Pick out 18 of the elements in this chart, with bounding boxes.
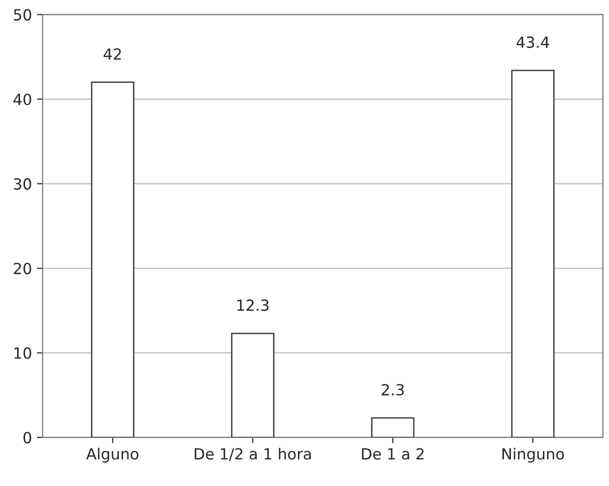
bar xyxy=(371,417,415,438)
y-tick-label: 50 xyxy=(14,9,32,21)
y-tick-label: 30 xyxy=(14,178,32,190)
data-label: 43.4 xyxy=(516,36,550,48)
x-tick-label: Ninguno xyxy=(502,448,564,463)
data-label: 42 xyxy=(104,48,121,60)
x-tick-label: De 1/2 a 1 hora xyxy=(194,448,311,461)
bar xyxy=(90,82,134,438)
y-tick-label: 40 xyxy=(14,94,32,106)
y-tick-label: 0 xyxy=(24,432,32,444)
y-tick-label: 20 xyxy=(14,262,32,274)
bar xyxy=(231,332,274,438)
bar xyxy=(511,70,555,438)
data-label: 12.3 xyxy=(237,299,269,311)
x-tick-label: Alguno xyxy=(86,448,138,463)
data-label: 2.3 xyxy=(382,384,404,396)
y-tick-label: 10 xyxy=(14,347,32,359)
x-tick-label: De 1 a 2 xyxy=(362,448,424,460)
